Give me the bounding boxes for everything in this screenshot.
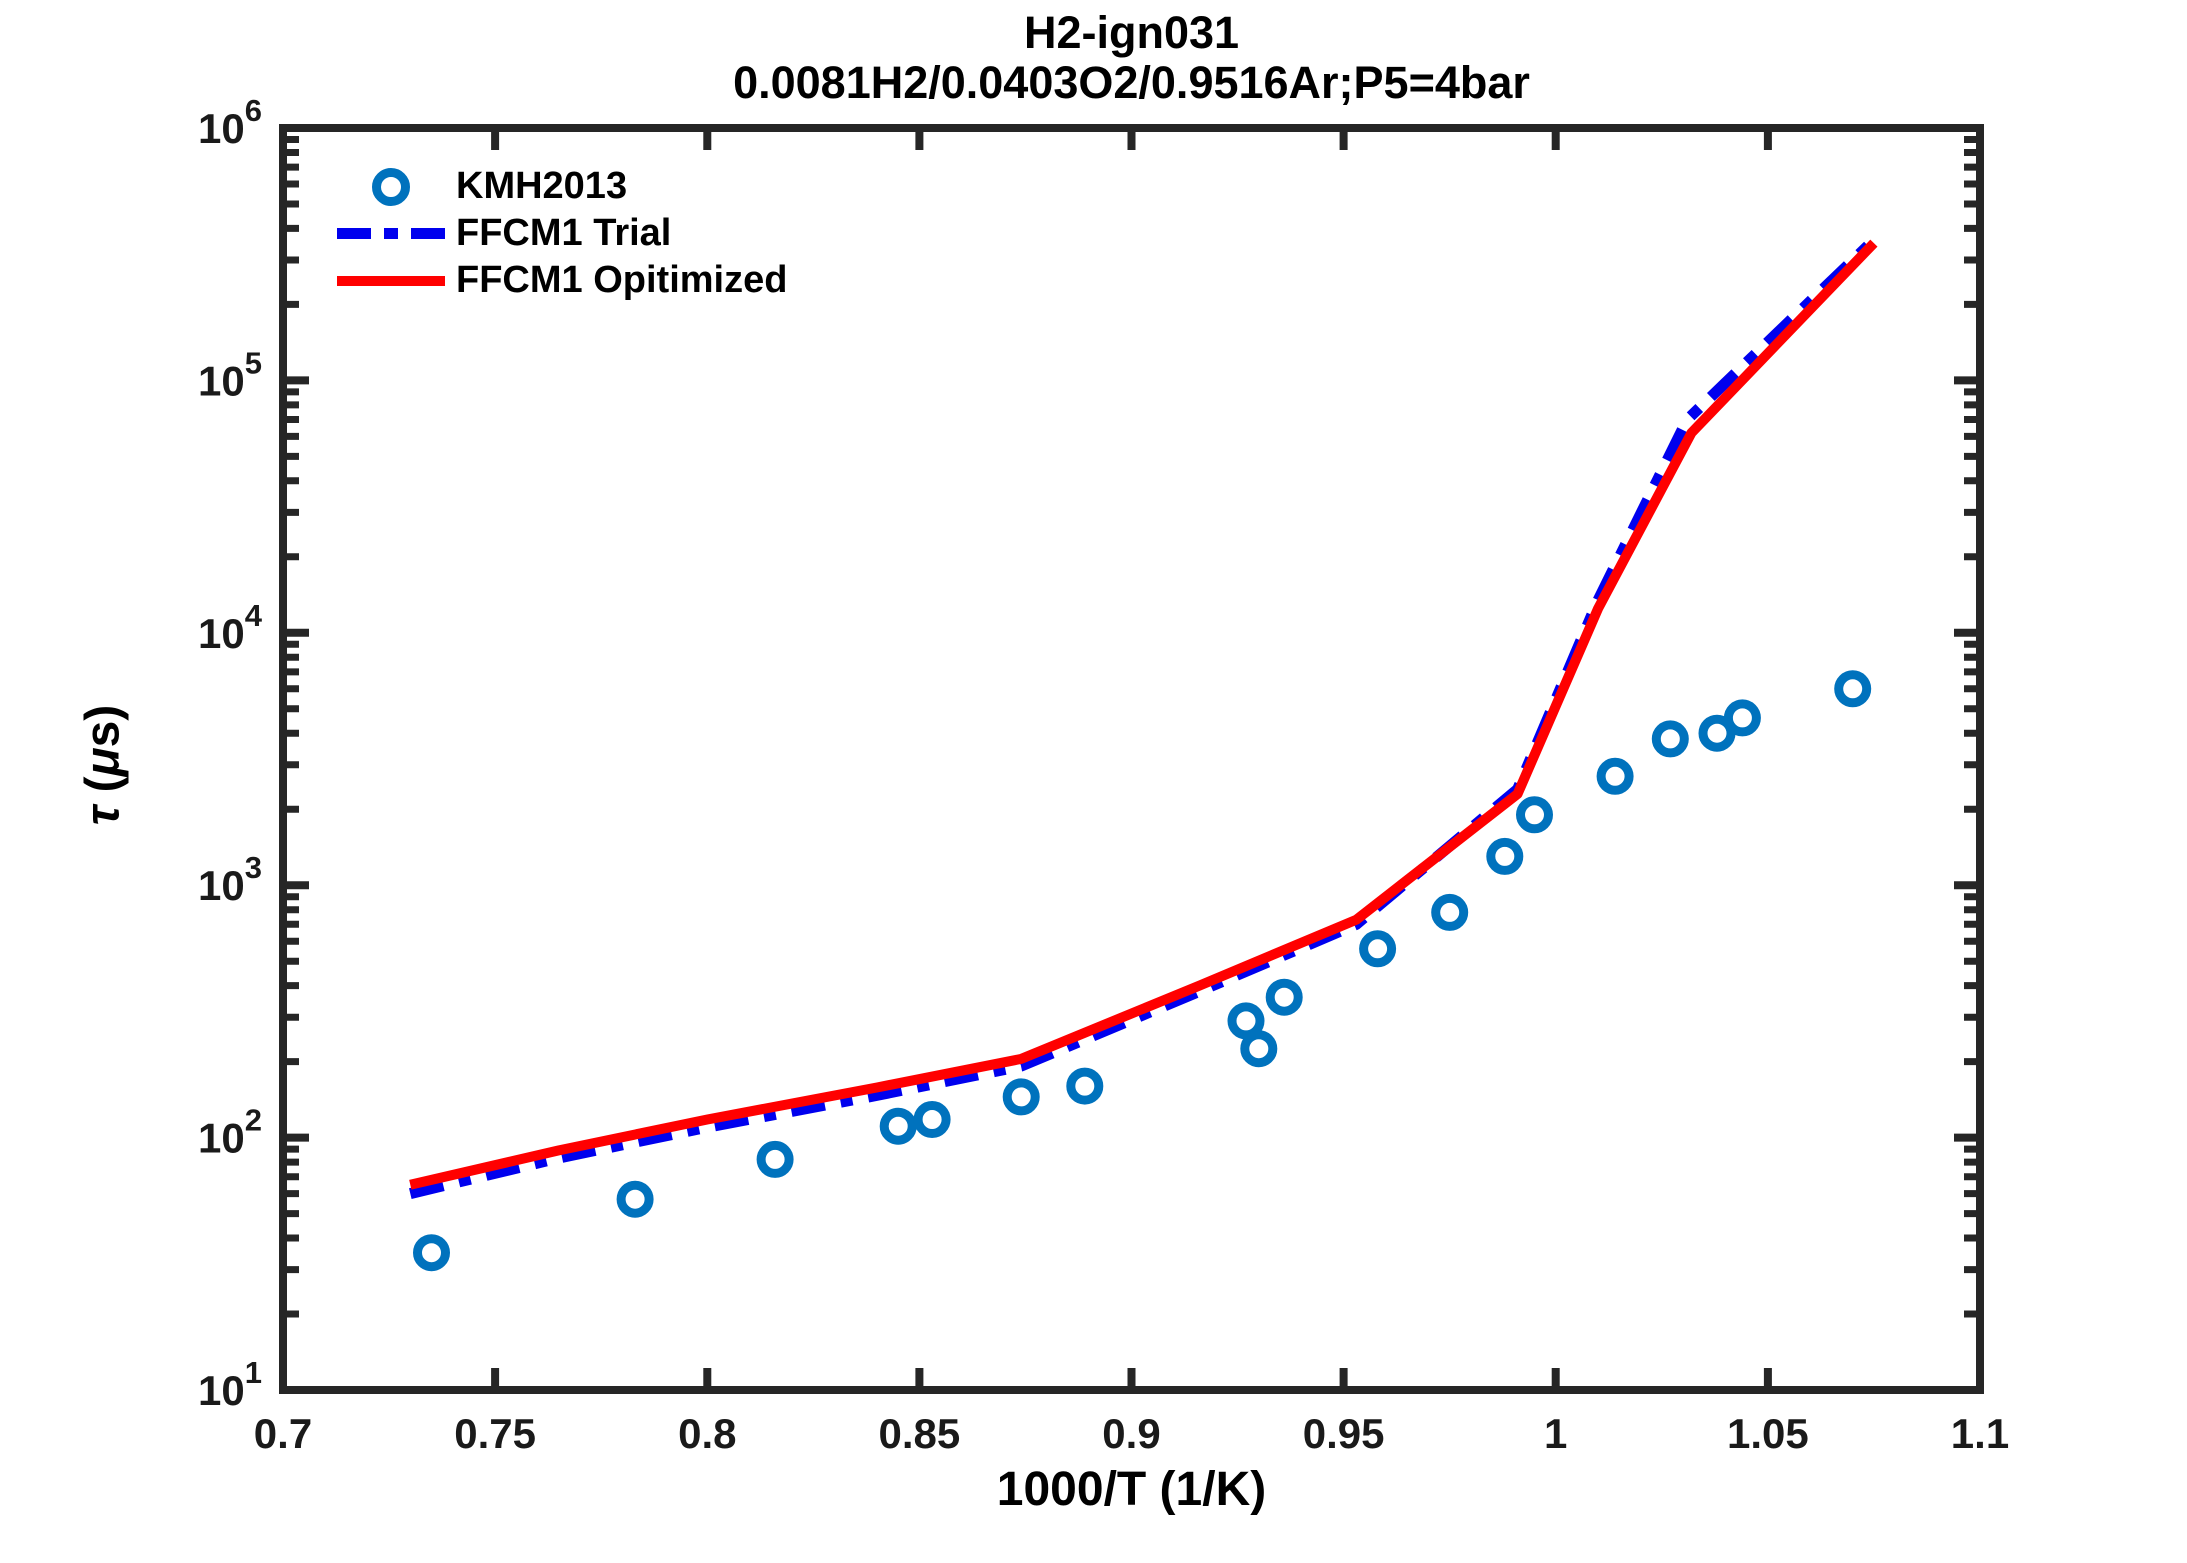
tau-symbol: τ [76, 805, 130, 826]
data-point-circle [1002, 1078, 1040, 1116]
data-point-circle [1359, 930, 1397, 968]
legend-marker-cell [336, 167, 446, 206]
legend-marker-cell [336, 228, 446, 239]
y-label-close: s) [76, 704, 130, 748]
y-tick-label: 105 [198, 345, 262, 404]
x-tick-label: 0.9 [1102, 1410, 1160, 1457]
data-point-circle [1723, 699, 1761, 737]
minor-ticks [283, 136, 1980, 1318]
data-point-circle [1066, 1067, 1104, 1105]
major-ticks [279, 124, 1984, 1394]
data-point-circle [879, 1107, 917, 1145]
y-axis-label: τ (μs) [76, 705, 131, 826]
x-tick-label: 0.7 [254, 1410, 312, 1457]
open-circle-marker-icon [372, 167, 410, 206]
y-tick-label: 103 [198, 850, 262, 909]
data-point-circle [913, 1101, 951, 1138]
x-tick-label: 0.95 [1303, 1410, 1385, 1457]
legend-label: FFCM1 Opitimized [456, 259, 788, 301]
x-tick-label: 1.1 [1951, 1410, 2009, 1457]
data-point-circle [1516, 796, 1553, 834]
data-point-circle [616, 1180, 654, 1218]
x-tick-label: 0.75 [454, 1410, 536, 1457]
chart-subtitle: 0.0081H2/0.0403O2/0.9516Ar;P5=4bar [733, 57, 1530, 108]
data-point-circle [1834, 670, 1872, 708]
data-point-circle [1265, 978, 1303, 1016]
dash-dot-line-icon [337, 228, 445, 239]
y-tick-label: 106 [198, 93, 262, 152]
y-tick-label: 104 [198, 598, 263, 657]
data-point-circle [1651, 720, 1689, 758]
title-block: H2-ign031 0.0081H2/0.0403O2/0.9516Ar;P5=… [283, 8, 1980, 108]
data-point-circle [756, 1140, 794, 1178]
legend-label: FFCM1 Trial [456, 212, 672, 254]
legend-item-ffcm1-trial: FFCM1 Trial [336, 210, 787, 257]
legend-marker-cell [336, 275, 446, 286]
x-tick-label: 0.8 [678, 1410, 736, 1457]
data-point-circle [413, 1234, 450, 1272]
x-tick-label: 1.05 [1727, 1410, 1809, 1457]
y-tick-label: 102 [198, 1103, 262, 1162]
series-line-ffcm1-opitimized [409, 239, 1878, 1190]
mu-symbol: μ [76, 747, 130, 777]
legend-item-ffcm1-opitimized: FFCM1 Opitimized [336, 257, 787, 304]
data-point-circle [1596, 757, 1634, 795]
x-tick-label: 1 [1544, 1410, 1567, 1457]
y-tick-label: 101 [198, 1355, 262, 1414]
legend-label: KMH2013 [456, 165, 628, 207]
legend: KMH2013 FFCM1 Trial FFCM1 Opitimized [336, 163, 787, 304]
y-label-open: ( [76, 776, 130, 806]
series-line-ffcm1-trial [409, 236, 1878, 1199]
legend-item-kmh2013: KMH2013 [336, 163, 787, 210]
data-point-circle [1240, 1030, 1278, 1068]
solid-line-icon [337, 275, 445, 286]
data-point-circle [1698, 714, 1736, 752]
data-point-circle [1227, 1002, 1265, 1040]
data-point-circle [1431, 893, 1469, 931]
x-tick-label: 0.85 [879, 1410, 961, 1457]
x-axis-label: 1000/T (1/K) [996, 1463, 1267, 1516]
chart-title: H2-ign031 [1023, 7, 1240, 58]
plot-box [279, 124, 1984, 1394]
data-point-circle [1486, 837, 1524, 875]
